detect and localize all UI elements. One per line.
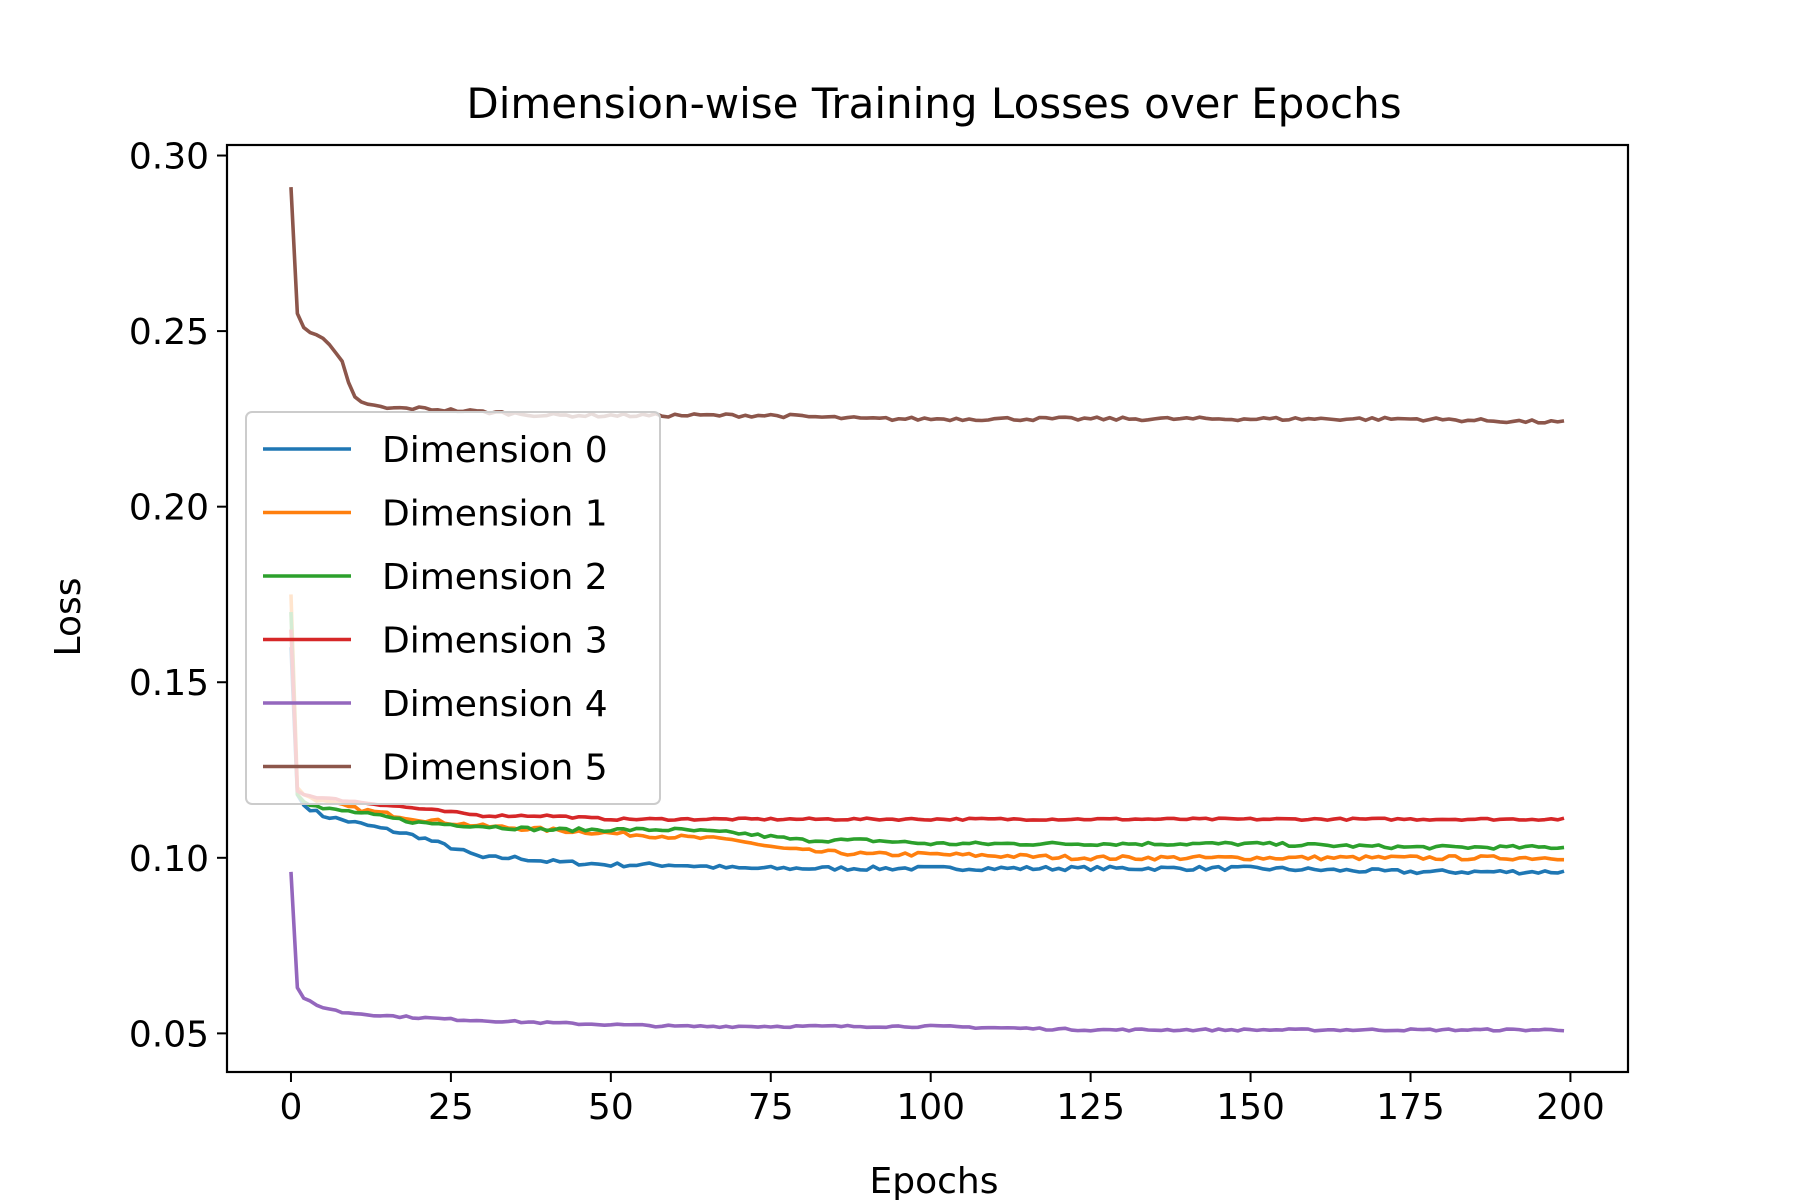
x-tick-label: 0 [280, 1087, 303, 1128]
series-line-2 [289, 611, 1565, 851]
legend: Dimension 0 Dimension 1 Dimension 2 Dimensi… [245, 411, 661, 805]
y-axis-label: Loss [48, 578, 89, 657]
legend-label-2: Dimension 2 [382, 557, 608, 598]
y-tick-label: 0.25 [129, 312, 209, 353]
legend-box [245, 411, 661, 805]
x-tick-label: 175 [1376, 1087, 1445, 1128]
legend-label-4: Dimension 4 [382, 684, 608, 725]
y-axis: 0.05 0.10 0.15 0.20 0.25 0.30 [129, 137, 227, 1055]
series-line-1 [289, 594, 1565, 862]
x-tick-label: 100 [896, 1087, 965, 1128]
x-axis-label: Epochs [870, 1161, 999, 1200]
x-axis: 0 25 50 75 100 125 150 175 200 [280, 1072, 1605, 1128]
series-line-5 [289, 187, 1565, 425]
x-tick-label: 125 [1056, 1087, 1125, 1128]
legend-label-0: Dimension 0 [382, 430, 608, 471]
legend-label-3: Dimension 3 [382, 621, 608, 662]
y-tick-label: 0.15 [129, 663, 209, 704]
series-line-0 [289, 647, 1565, 876]
x-tick-label: 25 [428, 1087, 474, 1128]
plot-frame [225, 143, 1630, 1074]
x-tick-label: 75 [748, 1087, 794, 1128]
legend-label-1: Dimension 1 [382, 494, 608, 535]
legend-label-5: Dimension 5 [382, 748, 608, 789]
series-line-3 [289, 629, 1565, 823]
x-tick-label: 50 [588, 1087, 634, 1128]
y-tick-label: 0.30 [129, 137, 209, 178]
chart-title: Dimension-wise Training Losses over Epoc… [466, 79, 1401, 128]
x-tick-label: 150 [1216, 1087, 1285, 1128]
y-tick-label: 0.10 [129, 839, 209, 880]
y-tick-label: 0.05 [129, 1014, 209, 1055]
x-tick-label: 200 [1536, 1087, 1605, 1128]
y-tick-label: 0.20 [129, 488, 209, 529]
series-line-4 [289, 871, 1565, 1033]
